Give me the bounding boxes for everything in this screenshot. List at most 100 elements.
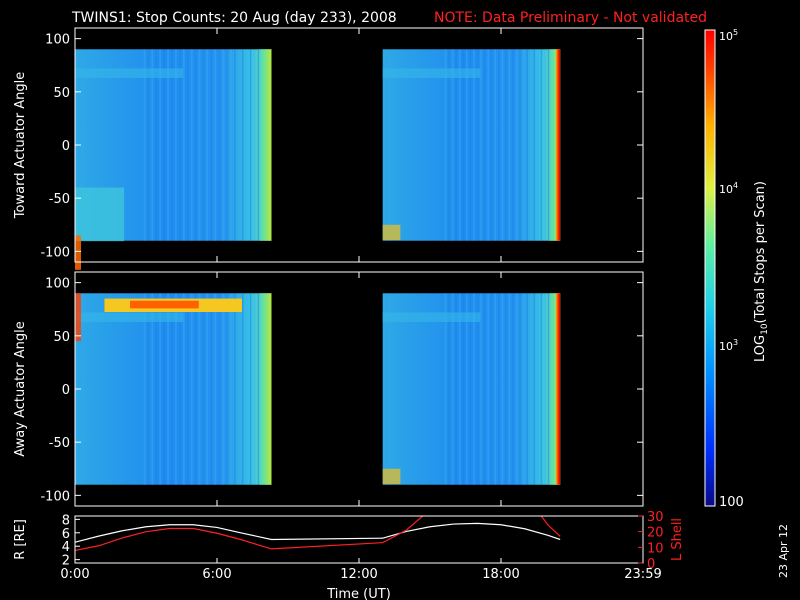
heatmap-stripe <box>222 49 224 241</box>
heatmap-stripe <box>206 49 209 241</box>
heatmap-stripe <box>547 293 550 485</box>
heatmap-stripe <box>476 49 479 241</box>
heatmap-stripe <box>171 49 173 241</box>
y-tick-label: 100 <box>45 277 70 292</box>
heatmap-stripe <box>498 49 500 241</box>
heatmap-stripe <box>163 49 165 241</box>
y-tick-label: 6 <box>62 527 70 542</box>
heatmap-stripe <box>167 49 169 241</box>
colorbar-gradient <box>705 30 715 506</box>
heatmap-stripe <box>469 293 472 485</box>
heatmap-edge <box>259 49 272 241</box>
heatmap-stripe <box>487 49 489 241</box>
heatmap-hot-edge <box>75 235 81 270</box>
heatmap-edge <box>549 49 561 241</box>
heatmap-hot-edge <box>75 293 81 342</box>
y-tick-label: 2 <box>62 554 70 569</box>
heatmap-stripe <box>473 293 475 485</box>
heatmap-band <box>382 68 481 78</box>
heatmap-stripe <box>533 49 536 241</box>
heatmap-stripe <box>249 49 252 241</box>
heatmap-stripe <box>505 293 507 485</box>
heatmap-stripe <box>214 293 216 485</box>
heatmap-stripe <box>175 49 177 241</box>
y-tick-label: -100 <box>40 489 70 504</box>
heatmap-stripe <box>466 49 468 241</box>
heatmap-stripe <box>151 293 154 485</box>
l-shell-line <box>75 516 561 552</box>
heatmap-stripe <box>167 293 169 485</box>
y2-tick-label: 0 <box>647 557 655 572</box>
heatmap-stripe <box>183 293 185 485</box>
heatmap-stripe <box>526 49 528 241</box>
heatmap-stripe <box>257 49 260 241</box>
y-axis-label: R [RE] <box>13 519 28 560</box>
heatmap-stripe <box>512 293 514 485</box>
y-tick-label: 50 <box>53 330 70 345</box>
x-tick-label: 6:00 <box>202 567 231 582</box>
heatmap-edge-hot <box>556 49 561 241</box>
heatmap-stripe <box>198 293 201 485</box>
colorbar-tick-1e4: 104 <box>719 181 738 196</box>
heatmap-stripe <box>202 49 205 241</box>
heatmap-stripe <box>179 49 181 241</box>
x-axis-label: Time (UT) <box>326 587 391 600</box>
heatmap-stripe <box>508 293 511 485</box>
y-tick-label: 100 <box>45 33 70 48</box>
x-tick-label: 0:00 <box>60 567 89 582</box>
heatmap-edge <box>549 293 561 485</box>
heatmap-stripe <box>147 49 150 241</box>
away-angle-panel: -100 -50 0 50 100 Away Actuator Angle <box>13 271 644 507</box>
heatmap-stripe <box>444 49 447 241</box>
heatmap-cells <box>75 293 272 485</box>
colorbar: 105 104 103 100 LOG10(Total Stops per Sc… <box>704 28 770 510</box>
heatmap-cells <box>382 293 561 485</box>
preliminary-note: NOTE: Data Preliminary - Not validated <box>434 10 707 26</box>
heatmap-stripe <box>533 293 536 485</box>
heatmap-edge-hot <box>556 293 561 485</box>
heatmap-block <box>75 293 272 485</box>
heatmap-stripe <box>508 49 511 241</box>
heatmap-stripe <box>487 293 489 485</box>
heatmap-stripe <box>526 293 528 485</box>
heatmap-stripe <box>448 49 450 241</box>
heatmap-stripe <box>234 49 236 241</box>
heatmap-stripe <box>476 293 479 485</box>
colorbar-tick-100: 100 <box>719 495 744 510</box>
heatmap-stripe <box>444 293 447 485</box>
heatmap-stripe <box>515 49 518 241</box>
y2-tick-label: 30 <box>647 510 664 525</box>
heatmap-stripe <box>501 293 504 485</box>
heatmap-stripe <box>163 293 165 485</box>
y-tick-label: -100 <box>40 245 70 260</box>
heatmap-stripe <box>147 293 150 485</box>
heatmap-cells <box>382 49 561 241</box>
y-tick-label: -50 <box>49 192 70 207</box>
heatmap-stripe <box>230 293 232 485</box>
heatmap-band <box>75 312 184 322</box>
chart-title: TWINS1: Stop Counts: 20 Aug (day 233), 2… <box>71 10 397 26</box>
heatmap-stripe <box>155 293 158 485</box>
heatmap-stripe <box>238 49 240 241</box>
heatmap-stripe <box>480 49 482 241</box>
colorbar-label: LOG10(Total Stops per Scan) <box>753 181 770 362</box>
y-tick-label: -50 <box>49 436 70 451</box>
heatmap-stripe <box>522 293 525 485</box>
heatmap-stripe <box>455 49 457 241</box>
heatmap-stripe <box>190 49 193 241</box>
heatmap-stripe <box>194 49 197 241</box>
heatmap-stripe <box>519 293 521 485</box>
colorbar-tick-1e5: 105 <box>719 28 738 43</box>
heatmap-stripe <box>537 49 539 241</box>
heatmap-stripe <box>483 49 486 241</box>
heatmap-stripe <box>155 49 158 241</box>
side-date: 23 Apr 12 <box>777 524 790 578</box>
heatmap-stripe <box>159 293 161 485</box>
heatmap-stripe <box>473 49 475 241</box>
y2-tick-label: 20 <box>647 526 664 541</box>
heatmap-stripe <box>234 293 236 485</box>
heatmap-stripe <box>544 49 546 241</box>
heatmap-hot-band <box>130 300 199 309</box>
